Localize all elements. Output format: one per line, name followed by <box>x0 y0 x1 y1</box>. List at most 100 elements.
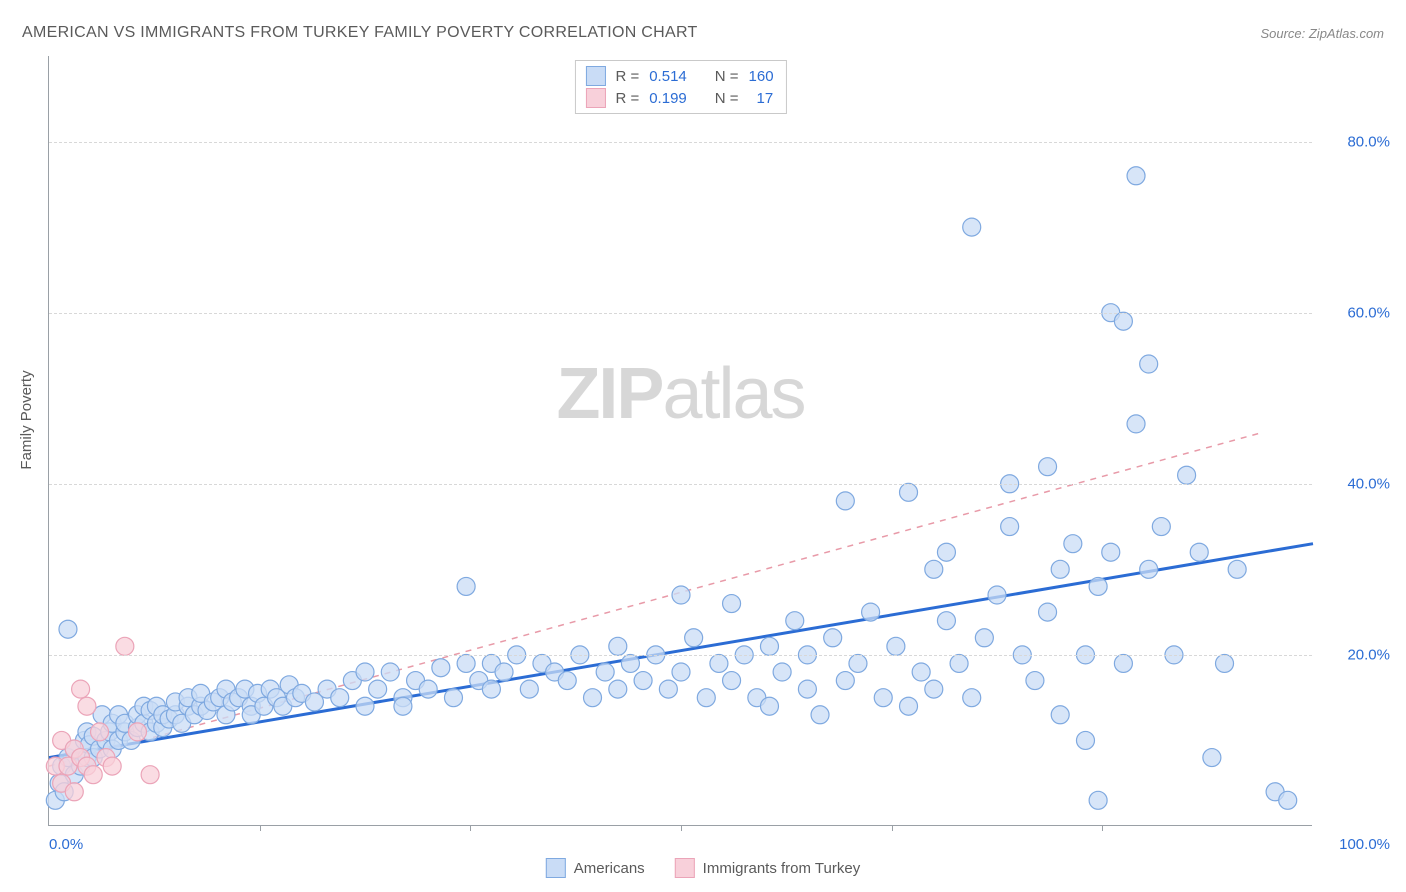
data-point-americans <box>900 483 918 501</box>
data-point-americans <box>1064 535 1082 553</box>
data-point-americans <box>1001 518 1019 536</box>
data-point-americans <box>394 697 412 715</box>
data-point-americans <box>1127 167 1145 185</box>
data-point-americans <box>1051 560 1069 578</box>
data-point-americans <box>672 586 690 604</box>
y-tick-label: 80.0% <box>1347 133 1390 150</box>
y-axis-label: Family Poverty <box>18 370 35 469</box>
data-point-americans <box>1203 749 1221 767</box>
data-point-americans <box>963 689 981 707</box>
data-point-americans <box>59 620 77 638</box>
data-point-americans <box>988 586 1006 604</box>
data-point-turkey <box>91 723 109 741</box>
y-tick-label: 60.0% <box>1347 304 1390 321</box>
data-point-americans <box>912 663 930 681</box>
data-point-americans <box>1152 518 1170 536</box>
series-legend: Americans Immigrants from Turkey <box>546 858 860 878</box>
data-point-americans <box>1178 466 1196 484</box>
data-point-americans <box>381 663 399 681</box>
x-label-right: 100.0% <box>1339 836 1390 853</box>
data-point-americans <box>697 689 715 707</box>
data-point-americans <box>621 654 639 672</box>
data-point-americans <box>1114 654 1132 672</box>
data-point-americans <box>836 672 854 690</box>
data-point-americans <box>369 680 387 698</box>
data-point-americans <box>596 663 614 681</box>
data-point-americans <box>419 680 437 698</box>
data-point-americans <box>798 680 816 698</box>
chart-title: AMERICAN VS IMMIGRANTS FROM TURKEY FAMIL… <box>22 24 698 42</box>
data-point-americans <box>824 629 842 647</box>
data-point-americans <box>887 637 905 655</box>
data-point-americans <box>356 663 374 681</box>
data-point-americans <box>457 577 475 595</box>
series-label-americans: Americans <box>574 860 645 877</box>
data-point-americans <box>432 659 450 677</box>
data-point-americans <box>1140 560 1158 578</box>
data-point-americans <box>444 689 462 707</box>
data-point-americans <box>1190 543 1208 561</box>
series-legend-item-americans: Americans <box>546 858 645 878</box>
legend-swatch-turkey-icon <box>675 858 695 878</box>
data-point-americans <box>609 637 627 655</box>
data-point-americans <box>963 218 981 236</box>
grid-line <box>49 484 1312 485</box>
x-tick <box>681 825 682 831</box>
data-point-americans <box>760 637 778 655</box>
data-point-americans <box>786 612 804 630</box>
data-point-americans <box>482 680 500 698</box>
x-tick <box>1102 825 1103 831</box>
data-point-americans <box>862 603 880 621</box>
data-point-americans <box>925 680 943 698</box>
data-point-americans <box>457 654 475 672</box>
grid-line <box>49 655 1312 656</box>
x-tick <box>260 825 261 831</box>
data-point-americans <box>836 492 854 510</box>
data-point-americans <box>710 654 728 672</box>
data-point-americans <box>1216 654 1234 672</box>
data-point-americans <box>723 672 741 690</box>
data-point-americans <box>1127 415 1145 433</box>
data-point-americans <box>1140 355 1158 373</box>
x-label-left: 0.0% <box>49 836 83 853</box>
data-point-americans <box>558 672 576 690</box>
data-point-americans <box>520 680 538 698</box>
data-point-americans <box>1089 791 1107 809</box>
data-point-americans <box>1039 458 1057 476</box>
data-point-americans <box>634 672 652 690</box>
data-point-americans <box>1076 731 1094 749</box>
grid-line <box>49 142 1312 143</box>
legend-swatch-americans-icon <box>546 858 566 878</box>
data-point-americans <box>925 560 943 578</box>
data-point-turkey <box>116 637 134 655</box>
x-tick <box>470 825 471 831</box>
data-point-americans <box>609 680 627 698</box>
data-point-americans <box>331 689 349 707</box>
data-point-turkey <box>103 757 121 775</box>
data-point-americans <box>760 697 778 715</box>
data-point-turkey <box>72 680 90 698</box>
trend-line-americans <box>49 544 1313 758</box>
data-point-turkey <box>84 766 102 784</box>
y-tick-label: 40.0% <box>1347 475 1390 492</box>
data-point-turkey <box>128 723 146 741</box>
series-label-turkey: Immigrants from Turkey <box>703 860 861 877</box>
data-point-americans <box>584 689 602 707</box>
data-point-americans <box>1051 706 1069 724</box>
data-point-americans <box>937 612 955 630</box>
data-point-americans <box>773 663 791 681</box>
data-point-americans <box>975 629 993 647</box>
data-point-americans <box>1089 577 1107 595</box>
source-attribution: Source: ZipAtlas.com <box>1260 26 1384 41</box>
plot-area: ZIPatlas R = 0.514 N = 160 R = 0.199 N =… <box>48 56 1312 826</box>
data-point-americans <box>685 629 703 647</box>
data-point-americans <box>356 697 374 715</box>
data-point-americans <box>811 706 829 724</box>
data-point-americans <box>1102 543 1120 561</box>
grid-line <box>49 313 1312 314</box>
data-point-turkey <box>78 697 96 715</box>
data-point-americans <box>1228 560 1246 578</box>
data-point-americans <box>1026 672 1044 690</box>
data-point-americans <box>937 543 955 561</box>
data-point-americans <box>723 595 741 613</box>
